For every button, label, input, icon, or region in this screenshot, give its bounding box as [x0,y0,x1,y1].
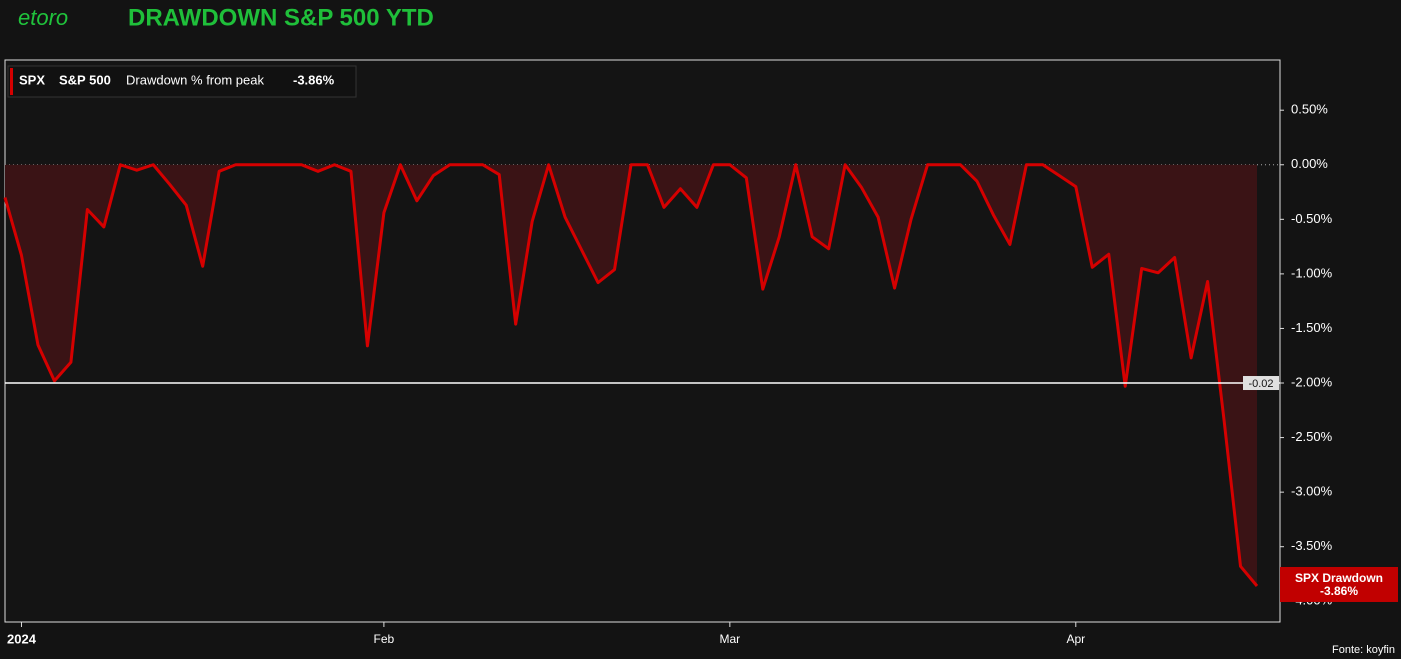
y-tick-label: -3.50% [1291,538,1333,553]
chart-title: DRAWDOWN S&P 500 YTD [128,4,434,31]
legend-last: -3.86% [293,72,335,87]
crosshair-label-box [1243,376,1279,391]
y-tick-label: 0.00% [1291,156,1328,171]
x-tick-label: Feb [374,632,395,646]
x-tick-label: Apr [1066,632,1085,646]
legend-metric: Drawdown % from peak [126,72,264,87]
end-label-box [1280,566,1398,602]
y-tick-label: -2.00% [1291,374,1333,389]
y-tick-label: -1.00% [1291,265,1333,280]
legend-ticker: SPX [19,72,45,87]
plot [3,163,1280,587]
source: Fonte: koyfin [1332,644,1395,656]
plot-area [4,59,1281,623]
area-fill [5,164,1257,586]
end-label-value: -3.86% [1320,584,1358,598]
y-tick-label: -0.50% [1291,211,1333,226]
y-tick-label: 0.50% [1291,102,1328,117]
legend [7,65,357,98]
x-tick-label: 2024 [7,631,37,646]
y-tick-label: -3.00% [1291,484,1333,499]
y-tick-label: -1.50% [1291,320,1333,335]
x-tick-label: Mar [720,632,741,646]
crosshair-label: -0.02 [1248,378,1273,390]
legend-name: S&P 500 [59,72,111,87]
logo: etoro [18,5,68,30]
line [3,163,1259,587]
y-tick-label: -2.50% [1291,429,1333,444]
end-label-name: SPX Drawdown [1295,571,1383,585]
legend-swatch [10,68,13,95]
